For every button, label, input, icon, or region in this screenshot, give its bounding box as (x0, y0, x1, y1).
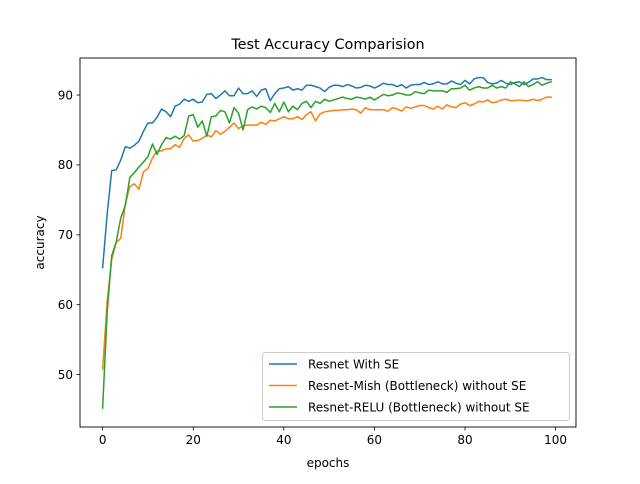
plot-area (101, 76, 553, 409)
series-line-1 (101, 76, 552, 269)
x-tick-label: 80 (457, 433, 472, 447)
legend-box (262, 352, 570, 421)
series-line-2 (101, 96, 552, 370)
legend-label-3: Resnet-RELU (Bottleneck) without SE (308, 400, 530, 414)
x-tick-label: 0 (99, 433, 107, 447)
series-line-3 (101, 80, 553, 409)
y-tick-label: 60 (58, 298, 73, 312)
x-tick-label: 40 (276, 433, 291, 447)
x-axis-label: epochs (307, 456, 350, 470)
legend: Resnet With SE Resnet-Mish (Bottleneck) w… (262, 352, 570, 421)
axes-frame (79, 57, 577, 428)
legend-label-2: Resnet-Mish (Bottleneck) without SE (308, 379, 526, 393)
x-tick-label: 100 (544, 433, 567, 447)
y-tick-label: 90 (58, 88, 73, 102)
y-tick-label: 50 (58, 368, 73, 382)
legend-label-1: Resnet With SE (308, 357, 399, 371)
y-axis-label: accuracy (33, 215, 47, 269)
y-tick-label: 70 (58, 228, 73, 242)
axis-ticks: 0 20 40 60 80 100 50 60 70 80 90 (58, 88, 567, 447)
x-tick-label: 20 (186, 433, 201, 447)
y-tick-label: 80 (58, 158, 73, 172)
x-tick-label: 60 (367, 433, 382, 447)
chart-title: Test Accuracy Comparision (230, 37, 424, 53)
